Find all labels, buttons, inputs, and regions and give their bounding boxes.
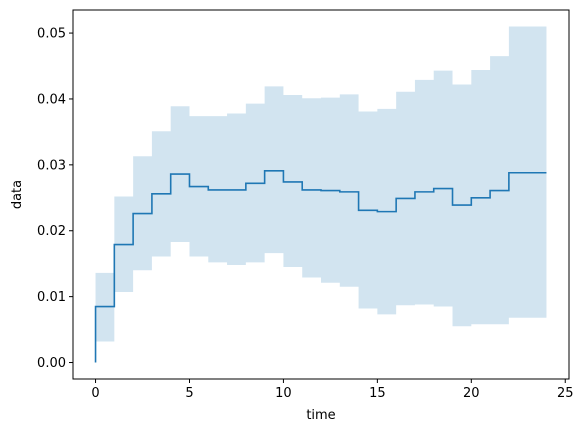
y-tick-label: 0.05 [37, 27, 66, 42]
y-axis-ticks: 0.00 0.01 0.02 0.03 0.04 0.05 [37, 27, 73, 371]
y-axis-label: data [10, 180, 25, 209]
x-tick-label: 15 [369, 386, 386, 401]
y-tick-label: 0.01 [37, 290, 66, 305]
y-tick-label: 0.00 [37, 356, 66, 371]
x-axis-ticks: 0 5 10 15 20 25 [91, 379, 574, 401]
y-tick-label: 0.02 [37, 224, 66, 239]
x-tick-label: 0 [91, 386, 99, 401]
x-tick-label: 5 [185, 386, 193, 401]
plot-frame [72, 9, 570, 380]
series-line-layer [94, 169, 547, 363]
x-tick-label: 20 [463, 386, 480, 401]
confidence-band [95, 26, 547, 342]
x-tick-label: 25 [557, 386, 574, 401]
y-tick-label: 0.03 [37, 158, 66, 173]
confidence-band-layer [95, 26, 547, 342]
y-tick-label: 0.04 [37, 92, 66, 107]
x-tick-label: 10 [275, 386, 292, 401]
series-line-0 [94, 169, 547, 363]
x-axis-label: time [306, 408, 335, 423]
